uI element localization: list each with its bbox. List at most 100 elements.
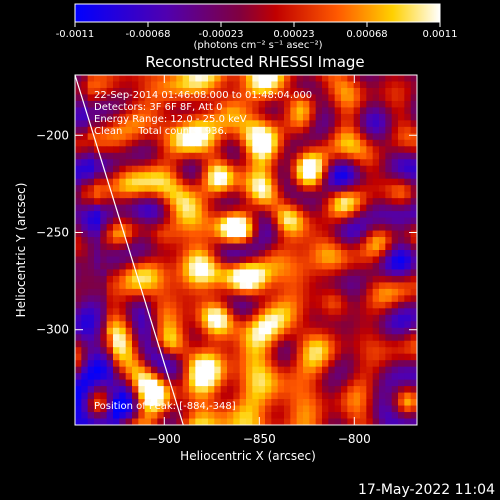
heatmap-cell [208, 165, 215, 173]
heatmap-cell [113, 243, 120, 251]
heatmap-cell [360, 379, 367, 387]
heatmap-cell [328, 178, 336, 186]
heatmap-cell [309, 217, 317, 225]
heatmap-cell [366, 405, 374, 413]
heatmap-cell [163, 159, 171, 167]
heatmap-cell [157, 418, 165, 425]
heatmap-cell [410, 399, 417, 407]
heatmap-cell [176, 327, 184, 335]
heatmap-cell [176, 87, 184, 96]
heatmap-cell [379, 107, 386, 115]
heatmap-cell [176, 405, 184, 413]
heatmap-cell [106, 94, 114, 102]
heatmap-cell [353, 295, 361, 303]
heatmap-cell [138, 120, 146, 128]
heatmap-cell [252, 230, 260, 238]
heatmap-cell [290, 399, 298, 407]
heatmap-cell [353, 172, 361, 180]
heatmap-cell [189, 379, 196, 387]
heatmap-cell [163, 94, 171, 102]
heatmap-cell [132, 366, 139, 374]
heatmap-cell [157, 412, 165, 420]
colorbar-tick-label: -0.00068 [126, 29, 171, 40]
heatmap-cell [303, 230, 310, 238]
heatmap-cell [81, 172, 89, 180]
heatmap-cell [170, 243, 177, 251]
heatmap-cell [391, 256, 399, 264]
heatmap-cell [246, 133, 253, 141]
heatmap-cell [163, 418, 171, 425]
heatmap-cell [144, 198, 152, 206]
heatmap-cell [94, 152, 101, 160]
heatmap-cell [290, 405, 298, 413]
heatmap-cell [379, 133, 386, 141]
heatmap-cell [227, 185, 234, 193]
heatmap-cell [322, 282, 329, 290]
heatmap-cell [366, 133, 374, 141]
heatmap-cell [398, 165, 405, 173]
heatmap-cell [94, 224, 101, 232]
heatmap-cell [189, 113, 196, 121]
heatmap-cell [94, 314, 101, 322]
heatmap-cell [176, 211, 184, 219]
heatmap-cell [119, 353, 127, 361]
heatmap-cell [81, 217, 89, 225]
heatmap-cell [246, 262, 253, 271]
heatmap-cell [246, 198, 253, 206]
heatmap-cell [366, 230, 374, 238]
heatmap-cell [347, 217, 355, 225]
heatmap-cell [341, 120, 348, 128]
heatmap-cell [151, 94, 158, 102]
heatmap-cell [334, 152, 342, 160]
heatmap-cell [227, 282, 234, 290]
heatmap-cell [334, 87, 342, 96]
heatmap-cell [353, 250, 361, 258]
heatmap-cell [404, 250, 412, 258]
heatmap-cell [410, 146, 417, 154]
heatmap-cell [246, 211, 253, 219]
heatmap-cell [81, 399, 89, 407]
heatmap-cell [100, 269, 108, 277]
heatmap-cell [201, 366, 209, 374]
heatmap-cell [246, 81, 253, 89]
heatmap-cell [201, 185, 209, 193]
heatmap-cell [360, 146, 367, 154]
heatmap-cell [296, 366, 304, 374]
heatmap-cell [277, 308, 285, 316]
heatmap-cell [284, 152, 291, 160]
heatmap-cell [296, 386, 304, 394]
heatmap-cell [290, 75, 298, 83]
heatmap-cell [94, 133, 101, 141]
heatmap-cell [265, 412, 272, 420]
heatmap-cell [220, 418, 228, 425]
heatmap-cell [106, 100, 114, 109]
heatmap-cell [315, 262, 323, 271]
heatmap-cell [410, 295, 417, 303]
heatmap-cell [309, 392, 317, 400]
heatmap-cell [372, 262, 380, 271]
heatmap-cell [398, 87, 405, 96]
heatmap-cell [125, 185, 133, 193]
heatmap-cell [277, 191, 285, 199]
heatmap-cell [379, 191, 386, 199]
heatmap-cell [322, 262, 329, 271]
heatmap-cell [94, 347, 101, 355]
heatmap-cell [353, 94, 361, 102]
heatmap-cell [220, 314, 228, 322]
heatmap-cell [157, 172, 165, 180]
heatmap-cell [233, 418, 241, 425]
heatmap-cell [379, 379, 386, 387]
heatmap-cell [170, 282, 177, 290]
heatmap-cell [372, 185, 380, 193]
heatmap-cell [132, 237, 139, 245]
heatmap-cell [252, 308, 260, 316]
heatmap-cell [138, 224, 146, 232]
heatmap-cell [227, 178, 234, 186]
heatmap-cell [360, 262, 367, 271]
heatmap-cell [328, 185, 336, 193]
heatmap-cell [246, 334, 253, 342]
heatmap-cell [379, 224, 386, 232]
heatmap-cell [271, 100, 279, 109]
heatmap-cell [360, 230, 367, 238]
heatmap-cell [157, 185, 165, 193]
